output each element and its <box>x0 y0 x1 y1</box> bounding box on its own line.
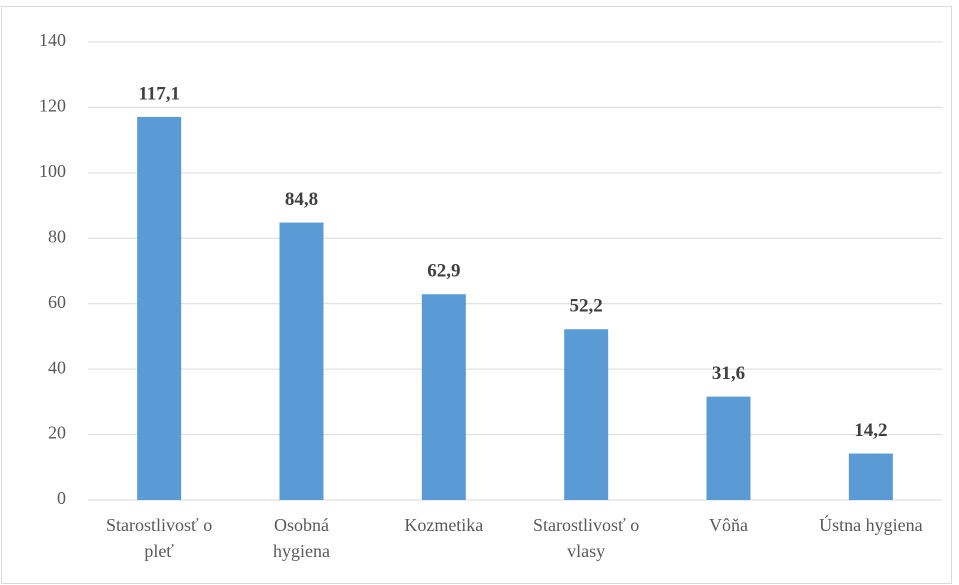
y-tick-label: 140 <box>39 30 66 50</box>
data-label: 31,6 <box>712 363 745 384</box>
bar <box>279 222 324 500</box>
x-tick-label: Osobná hygiena <box>273 515 330 561</box>
y-tick-label: 0 <box>57 488 66 508</box>
y-tick-label: 20 <box>48 423 66 443</box>
x-tick-label: Ústna hygiena <box>819 515 923 535</box>
y-tick-label: 40 <box>48 357 66 377</box>
y-tick-label: 80 <box>48 226 66 246</box>
data-label: 62,9 <box>427 261 460 282</box>
x-tick-label: Starostlivosť o vlasy <box>533 515 640 561</box>
x-tick-label: Vôňa <box>709 515 748 535</box>
bar <box>137 116 182 500</box>
bar <box>421 294 466 500</box>
data-label: 52,2 <box>570 296 603 317</box>
data-label: 117,1 <box>138 83 180 104</box>
bar <box>706 396 751 500</box>
y-tick-label: 60 <box>48 292 66 312</box>
y-tick-label: 120 <box>39 96 66 116</box>
bar <box>564 329 609 500</box>
x-tick-label: Kozmetika <box>404 515 484 535</box>
data-label: 14,2 <box>854 420 887 441</box>
x-tick-label: Starostlivosť o pleť <box>106 515 213 561</box>
bar <box>848 453 893 500</box>
y-tick-label: 100 <box>39 161 66 181</box>
data-label: 84,8 <box>285 189 318 210</box>
